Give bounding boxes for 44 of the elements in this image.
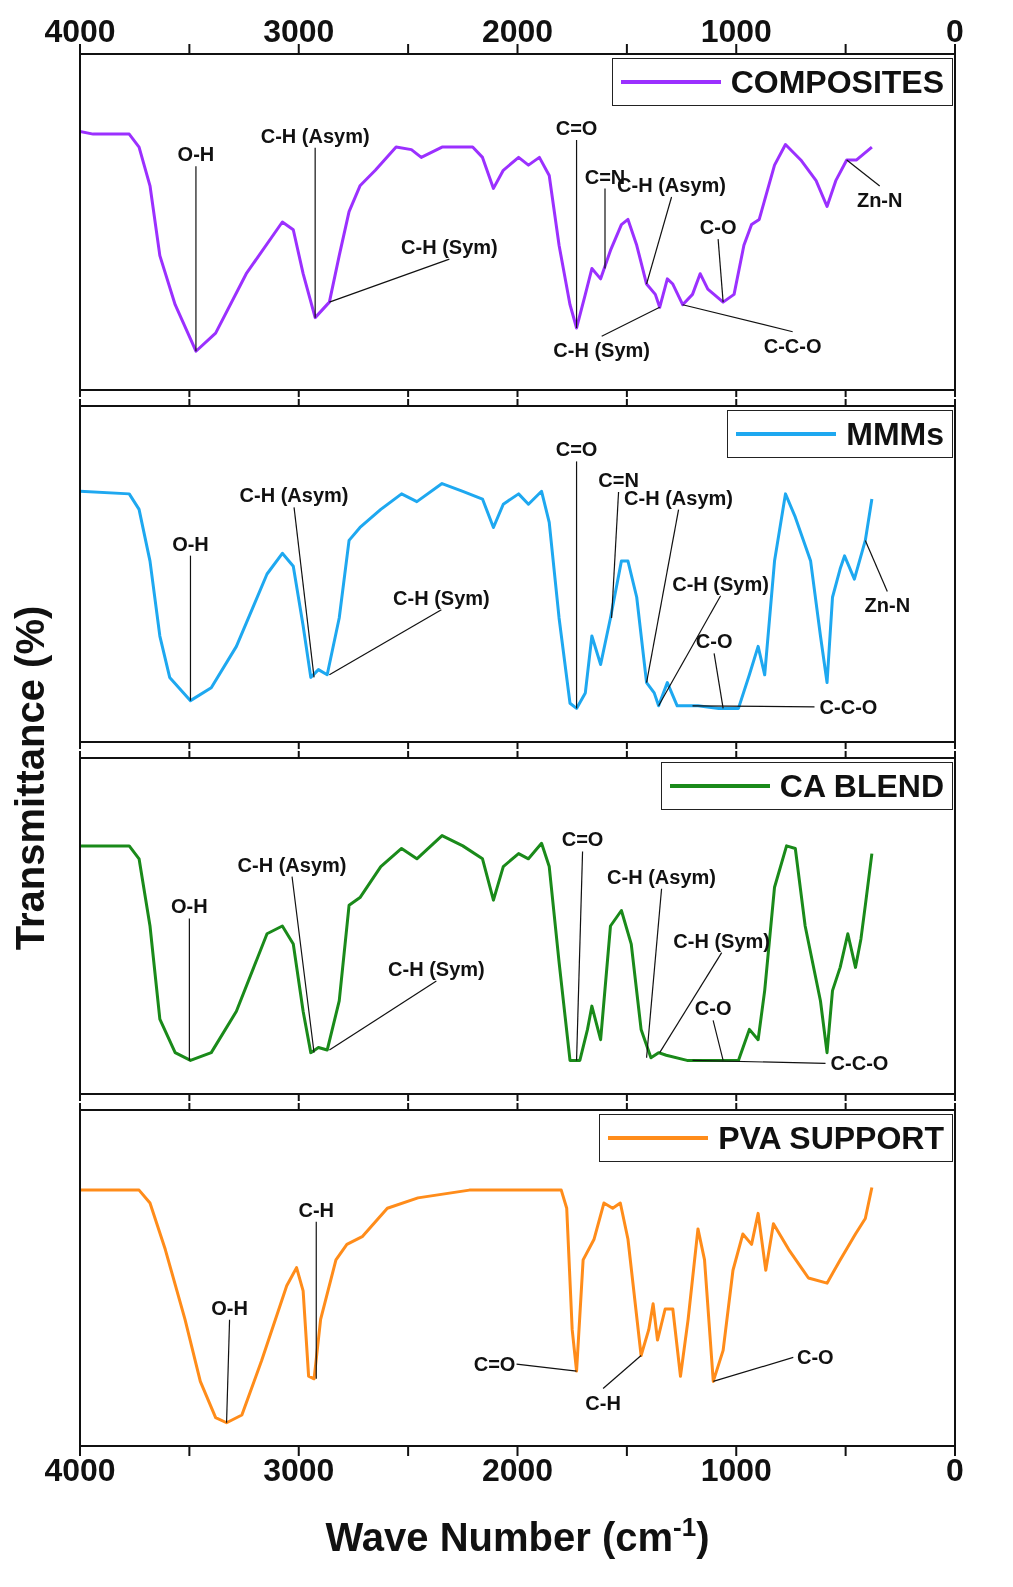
annotation: C-H (Sym) — [393, 586, 490, 609]
annotation: C-O — [699, 216, 737, 239]
x-tick-label: 2000 — [481, 1451, 554, 1488]
x-axis-title: Wave Number (cm$^{-1}$) — [325, 1512, 710, 1559]
annotation: C-H — [298, 1198, 335, 1221]
annotation: C-H (Asym) — [607, 865, 717, 888]
legend-label: CA BLEND — [779, 767, 944, 805]
legend-label: COMPOSITES — [730, 63, 944, 101]
annotation: C=O — [473, 1353, 516, 1376]
annotation: Zn-N — [864, 594, 911, 617]
y-axis-title: Transmittance (%) — [7, 605, 53, 951]
annotation: O-H — [177, 143, 215, 166]
annotation: C=O — [555, 438, 598, 461]
annotation: C-O — [694, 997, 732, 1020]
x-tick-label: 0 — [946, 1451, 964, 1488]
annotation: C-H (Asym) — [239, 484, 349, 507]
x-tick-label: 3000 — [263, 1451, 335, 1488]
annotation: C-O — [695, 630, 733, 653]
x2-tick-label: 3000 — [263, 13, 335, 49]
x-tick-label: 1000 — [700, 1451, 772, 1488]
annotation: C-H (Sym) — [672, 572, 769, 595]
legend-label: PVA SUPPORT — [718, 1119, 944, 1157]
annotation: C-H (Asym) — [260, 124, 370, 147]
annotation: C-H (Sym) — [388, 958, 485, 981]
annotation: C-H (Asym) — [237, 853, 347, 876]
x2-tick-label: 4000 — [44, 13, 116, 49]
legend-label: MMMs — [846, 415, 944, 453]
x-tick-label: 4000 — [44, 1451, 116, 1488]
annotation: Zn-N — [856, 188, 903, 211]
annotation: O-H — [171, 895, 208, 918]
x2-tick-label: 2000 — [481, 13, 554, 49]
x2-tick-label: 0 — [946, 13, 964, 49]
annotation: C-C-O — [763, 334, 822, 357]
annotation: C-H — [585, 1391, 621, 1414]
x2-tick-label: 1000 — [700, 13, 772, 49]
annotation: C-H (Sym) — [401, 236, 498, 259]
annotation: C-C-O — [819, 695, 878, 718]
annotation: C=O — [561, 828, 604, 851]
annotation: C=O — [555, 116, 598, 139]
annotation: C-O — [796, 1346, 834, 1369]
annotation: O-H — [211, 1296, 248, 1319]
annotation: C-C-O — [830, 1052, 889, 1075]
annotation: O-H — [172, 532, 209, 555]
annotation: C-H (Sym) — [553, 339, 651, 362]
